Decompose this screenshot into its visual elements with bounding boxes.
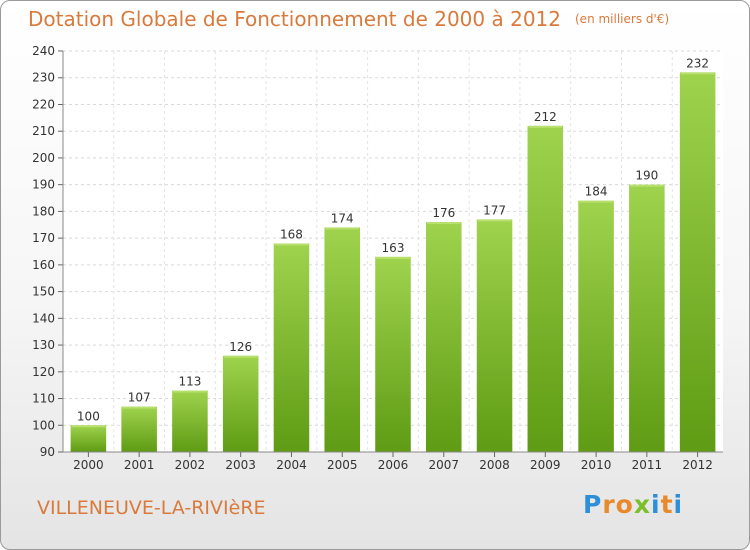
y-tick-label: 100 xyxy=(32,418,55,432)
x-tick-label: 2010 xyxy=(581,458,612,472)
x-tick-label: 2002 xyxy=(175,458,206,472)
bar xyxy=(273,243,310,452)
bar-highlight xyxy=(122,406,156,409)
y-tick-label: 240 xyxy=(32,44,55,58)
x-tick-label: 2004 xyxy=(276,458,307,472)
bar-highlight xyxy=(579,200,613,203)
x-tick-label: 2000 xyxy=(73,458,104,472)
data-label: 163 xyxy=(382,241,405,255)
data-label: 176 xyxy=(432,206,455,220)
data-labels: 100 107 113 126 168 174 163 176 177 212 184 190 232 xyxy=(77,56,709,423)
data-label: 174 xyxy=(331,211,354,225)
y-tick-label: 150 xyxy=(32,285,55,299)
bar-highlight xyxy=(173,390,207,393)
data-label: 232 xyxy=(686,56,709,70)
bar xyxy=(121,406,157,452)
logo-letter: t xyxy=(660,490,674,519)
bar xyxy=(476,219,513,452)
data-label: 107 xyxy=(128,391,151,405)
x-tick-label: 2001 xyxy=(124,458,155,472)
data-label: 184 xyxy=(585,185,608,199)
x-tick-label: 2008 xyxy=(479,458,510,472)
title-text: Dotation Globale de Fonctionnement de 20… xyxy=(28,7,561,31)
y-tick-label: 90 xyxy=(40,445,55,459)
bar xyxy=(222,355,259,452)
logo-letter: o xyxy=(615,490,634,519)
x-tick-label: 2009 xyxy=(530,458,561,472)
logo-letter: P xyxy=(583,490,603,519)
y-axis: 90 100 110 120 130 140 150 160 170 180 190 200 210 22… xyxy=(32,44,64,459)
logo-letter: x xyxy=(633,490,651,519)
x-tick-label: 2005 xyxy=(327,458,358,472)
y-tick-label: 160 xyxy=(32,258,55,272)
bar-highlight xyxy=(325,227,359,230)
bar-highlight xyxy=(71,425,106,428)
bar-highlight xyxy=(528,125,563,128)
chart-title: Dotation Globale de Fonctionnement de 20… xyxy=(28,7,669,31)
data-label: 190 xyxy=(635,169,658,183)
bar-highlight xyxy=(223,355,258,358)
bar-highlight xyxy=(630,184,664,187)
bars xyxy=(70,72,716,453)
bar-highlight xyxy=(376,256,410,259)
y-tick-label: 110 xyxy=(32,392,55,406)
y-tick-label: 170 xyxy=(32,231,55,245)
bar xyxy=(527,125,564,452)
bar-highlight xyxy=(680,72,715,75)
data-label: 177 xyxy=(483,203,506,217)
x-tick-label: 2007 xyxy=(428,458,459,472)
x-tick-label: 2012 xyxy=(682,458,713,472)
bar xyxy=(70,425,107,452)
unit-note: (en milliers d'€) xyxy=(575,12,670,26)
y-tick-label: 220 xyxy=(32,97,55,111)
bar-highlight xyxy=(477,219,512,222)
bar xyxy=(172,390,208,452)
x-axis: 2000 2001 2002 2003 2004 2005 2006 2007 2008 2009… xyxy=(63,451,723,472)
data-label: 100 xyxy=(77,409,100,423)
logo-letter: i xyxy=(651,490,661,519)
data-label: 126 xyxy=(229,340,252,354)
y-tick-label: 130 xyxy=(32,338,55,352)
y-tick-label: 200 xyxy=(32,151,55,165)
data-label: 113 xyxy=(178,375,201,389)
bar xyxy=(324,227,360,452)
y-tick-label: 210 xyxy=(32,124,55,138)
proxiti-logo: Proxiti xyxy=(583,490,683,519)
bar xyxy=(375,256,411,452)
data-label: 168 xyxy=(280,227,303,241)
bar xyxy=(679,72,716,453)
logo-letter: r xyxy=(602,490,616,519)
x-tick-label: 2003 xyxy=(225,458,256,472)
logo-letter: i xyxy=(673,490,684,519)
y-tick-label: 190 xyxy=(32,178,55,192)
y-tick-label: 120 xyxy=(32,365,55,379)
x-tick-label: 2011 xyxy=(632,458,663,472)
y-tick-label: 140 xyxy=(32,311,55,325)
data-label: 212 xyxy=(534,110,557,124)
bar xyxy=(629,184,665,452)
bar xyxy=(578,200,614,452)
commune-name: VILLENEUVE-LA-RIVIèRE xyxy=(37,497,266,519)
y-tick-label: 180 xyxy=(32,204,55,218)
y-tick-label: 230 xyxy=(32,71,55,85)
bar xyxy=(426,222,462,452)
x-tick-label: 2006 xyxy=(378,458,409,472)
bar-highlight xyxy=(274,243,309,246)
bar-highlight xyxy=(427,222,461,225)
